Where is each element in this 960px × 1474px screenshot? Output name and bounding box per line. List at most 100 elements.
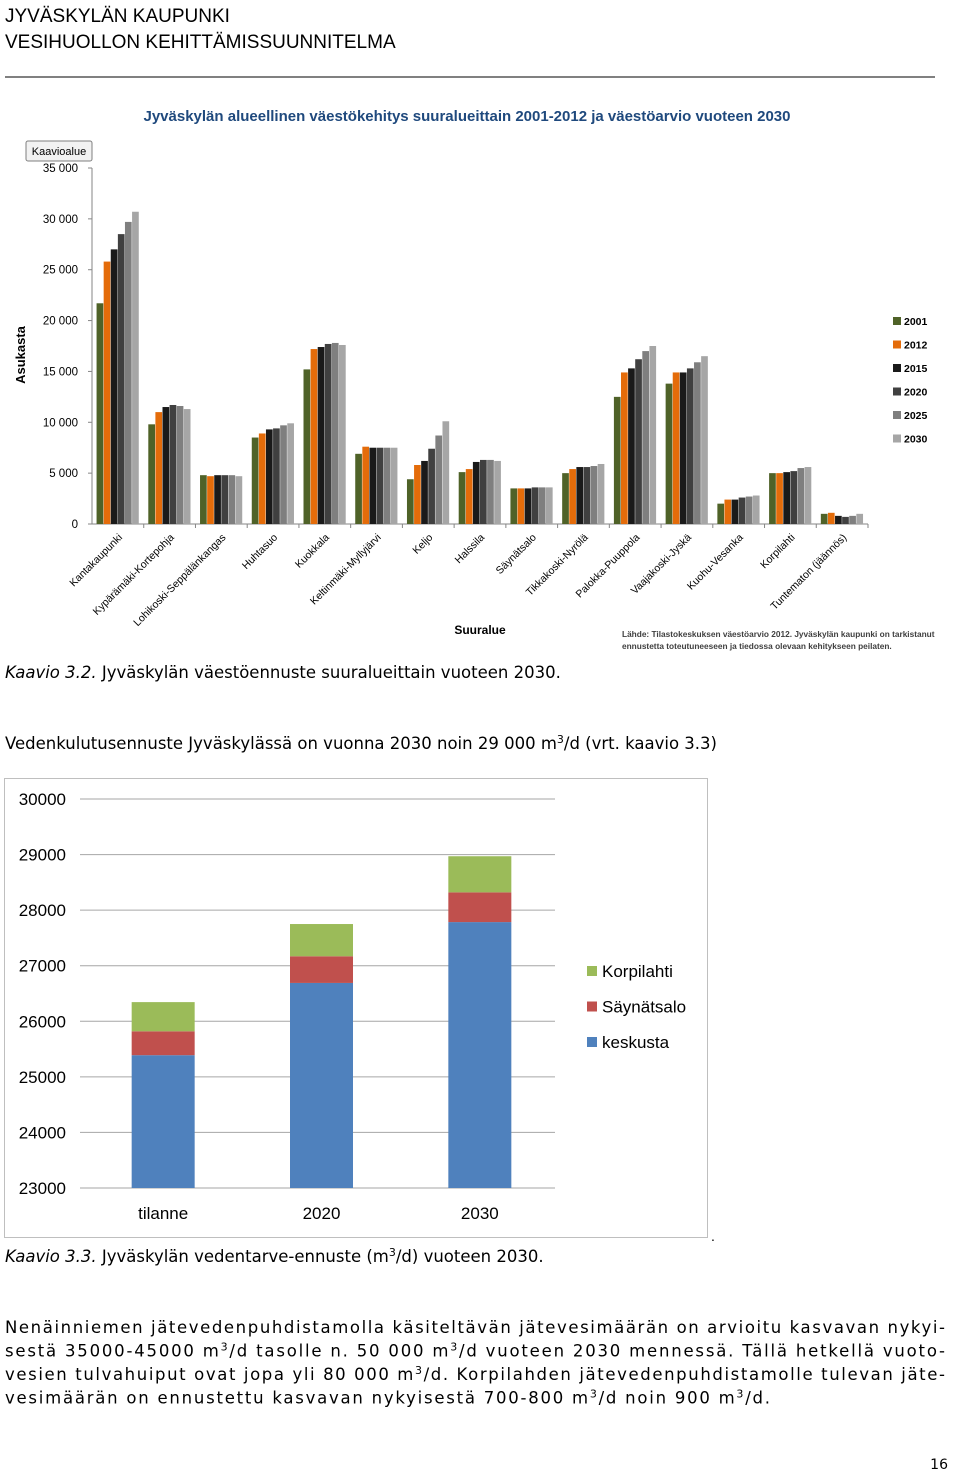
bar [545, 487, 553, 524]
legend-label: 2025 [904, 410, 928, 422]
bar [310, 349, 318, 524]
bar [103, 261, 111, 524]
y-tick-label: 10 000 [43, 417, 78, 429]
bar [458, 472, 466, 524]
x-tick-label: Lohikoski-Seppälänkangas [131, 532, 228, 629]
bar [221, 475, 229, 524]
caption-label: Kaavio 3.2. [5, 663, 97, 682]
bar [148, 424, 155, 524]
x-tick-label: Korpilahti [758, 532, 797, 571]
bar [362, 446, 370, 524]
x-tick-label: 2030 [461, 1204, 499, 1223]
chart-title: Jyväskylän alueellinen väestökehitys suu… [143, 108, 790, 125]
bar [200, 475, 207, 524]
bar [494, 460, 501, 524]
bar [597, 463, 605, 524]
x-tick-label: Huhtasuo [240, 532, 280, 572]
legend-swatch [893, 340, 901, 349]
legend-swatch [893, 387, 901, 396]
bar [569, 469, 576, 524]
bar [376, 447, 384, 524]
bar [731, 499, 739, 524]
text-line: Nenäinniemen jätevedenpuhdistamolla käsi… [5, 1318, 945, 1337]
bar [856, 513, 864, 524]
bar [207, 476, 214, 524]
legend-label: Säynätsalo [602, 998, 686, 1017]
y-tick-label: 35 000 [43, 163, 78, 175]
bar [124, 221, 132, 524]
bar [273, 428, 280, 524]
bar [317, 347, 325, 524]
bar [390, 447, 398, 524]
superscript: 3 [557, 733, 564, 746]
y-tick-label: 23000 [19, 1179, 66, 1198]
x-axis-label: Suuralue [454, 623, 506, 637]
y-tick-label: 20 000 [43, 316, 78, 328]
x-tick-label: Halssila [453, 532, 488, 567]
bar [642, 351, 649, 524]
bar [679, 372, 687, 524]
legend-label: 2015 [904, 363, 928, 375]
text-run: /d) vuoteen 2030. [396, 1247, 544, 1266]
source-note: Lähde: Tilastokeskuksen väestöarvio 2012… [622, 629, 935, 639]
x-tick-label: Kantakaupunki [67, 532, 125, 590]
bar [776, 473, 783, 524]
legend-swatch [587, 1037, 597, 1047]
bar [701, 356, 708, 524]
bar [421, 460, 428, 524]
legend-label: 2020 [904, 387, 928, 399]
caption-label: Kaavio 3.3. [5, 1247, 97, 1266]
bar [480, 459, 487, 524]
y-tick-label: 5 000 [49, 468, 78, 480]
chart-frame [4, 778, 708, 1238]
y-tick-label: 29000 [19, 846, 66, 865]
legend-swatch [893, 434, 901, 443]
bar [783, 472, 790, 524]
text-line: vesien tulvahuiput ovat jopa yli 80 000 … [5, 1364, 945, 1385]
bar [524, 488, 532, 524]
text-run: /d. [745, 1389, 770, 1408]
bar [235, 476, 243, 524]
bar [804, 467, 812, 524]
bar [531, 487, 539, 524]
bar [827, 512, 835, 524]
bar [258, 433, 266, 524]
text-run: vesimäärän on ennustettu kasvavan nykyis… [5, 1389, 588, 1408]
bar [562, 473, 569, 524]
bar-segment [290, 956, 353, 983]
bar [717, 503, 725, 524]
bar [442, 421, 450, 524]
bar [538, 487, 546, 524]
y-tick-label: 27000 [19, 957, 66, 976]
bar [435, 435, 443, 524]
header-line: VESIHUOLLON KEHITTÄMISSUUNNITELMA [5, 32, 396, 53]
bar [849, 515, 856, 524]
bar [583, 467, 591, 524]
text-line: vesimäärän on ennustettu kasvavan nykyis… [5, 1387, 770, 1408]
text-run: Jyväskylän vedentarve-ennuste (m [97, 1247, 389, 1266]
text-run: Jyväskylän väestöennuste suuralueittain … [97, 663, 561, 682]
x-tick-label: Säynätsalo [494, 532, 539, 577]
bar [487, 459, 494, 524]
bar [414, 465, 421, 524]
bar [510, 488, 518, 524]
bar [842, 516, 849, 524]
y-tick-label: 15 000 [43, 366, 78, 378]
x-tick-label: Kuokkala [293, 532, 332, 571]
source-note: ennustetta toteutuneeseen ja tiedossa ol… [622, 641, 892, 651]
y-tick-label: 24000 [19, 1123, 66, 1142]
bar [369, 447, 377, 524]
bar [628, 368, 635, 524]
bar-segment [290, 982, 353, 1188]
bar [117, 234, 125, 524]
legend-label: Korpilahti [602, 962, 673, 981]
bar [287, 423, 294, 524]
legend-swatch [893, 411, 901, 419]
y-tick-label: 26000 [19, 1012, 66, 1031]
text-run: /d noin 900 m [599, 1389, 735, 1408]
bar [694, 362, 701, 524]
y-tick-label: 25000 [19, 1068, 66, 1087]
bar-segment [131, 1002, 195, 1032]
legend-swatch [587, 966, 597, 976]
